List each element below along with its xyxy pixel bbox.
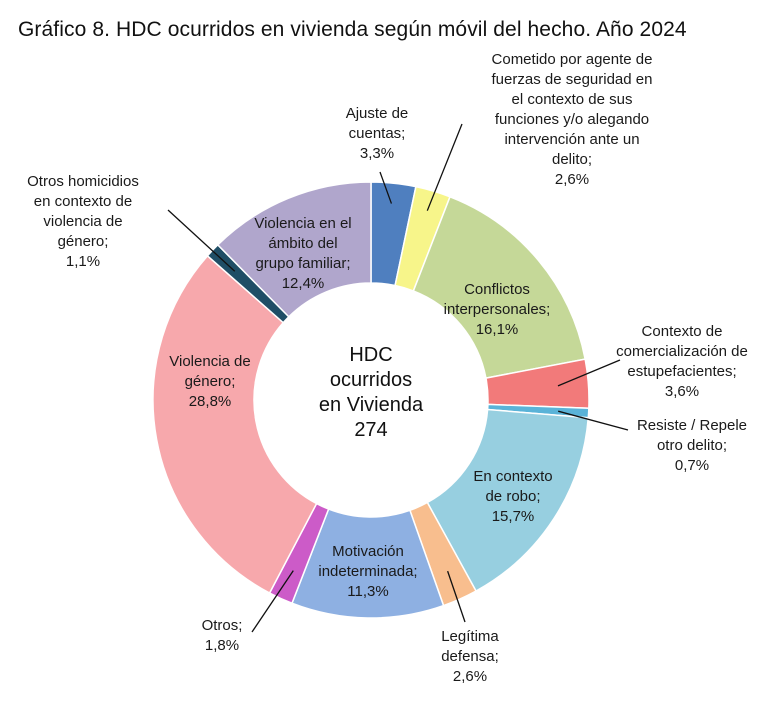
label-resiste: Resiste / Repele otro delito; 0,7% — [622, 416, 762, 476]
label-line: Resiste / Repele — [636, 417, 748, 434]
label-line: defensa; — [441, 648, 499, 665]
label-line: Cometido por agente de — [491, 51, 653, 68]
slice-familiar — [216, 181, 372, 318]
label-line: género; — [57, 233, 109, 250]
label-value: 1,1% — [65, 253, 101, 270]
label-line: Legítima — [441, 628, 499, 645]
chart-title: Gráfico 8. HDC ocurridos en vivienda seg… — [18, 18, 687, 41]
label-motivacion: Motivación indeterminada; 11,3% — [298, 542, 438, 602]
label-conflictos: Conflictos interpersonales; 16,1% — [427, 280, 567, 340]
label-line: cuentas; — [348, 125, 406, 142]
label-line: grupo familiar; — [255, 255, 351, 272]
center-line: HDC — [349, 344, 393, 366]
label-agente: Cometido por agente de fuerzas de segurid… — [467, 50, 677, 190]
label-value: 16,1% — [475, 321, 519, 338]
label-estupefacientes: Contexto de comercialización de estupefaci… — [597, 322, 767, 402]
label-value: 1,8% — [204, 637, 240, 654]
label-line: género; — [184, 373, 236, 390]
label-value: 2,6% — [452, 668, 488, 685]
label-line: de robo; — [485, 488, 541, 505]
center-line: ocurridos — [329, 369, 413, 391]
label-line: delito; — [551, 151, 593, 168]
leader-resiste — [557, 410, 629, 431]
label-value: 2,6% — [554, 171, 590, 188]
label-line: interpersonales; — [443, 301, 551, 318]
label-otros: Otros; 1,8% — [192, 616, 252, 656]
leader-legitima — [447, 570, 466, 623]
label-line: el contexto de sus — [511, 91, 633, 108]
label-value: 0,7% — [674, 457, 710, 474]
leader-otros — [251, 570, 294, 633]
label-value: 3,6% — [664, 383, 700, 400]
label-value: 3,3% — [359, 145, 395, 162]
label-line: en contexto de — [33, 193, 133, 210]
label-value: 15,7% — [491, 508, 535, 525]
label-robo: En contexto de robo; 15,7% — [458, 467, 568, 527]
label-value: 11,3% — [347, 583, 389, 600]
label-value: 28,8% — [188, 393, 232, 410]
label-line: otro delito; — [656, 437, 728, 454]
label-legitima: Legítima defensa; 2,6% — [425, 627, 515, 687]
label-line: Conflictos — [464, 281, 530, 298]
label-line: Otros homicidios — [27, 173, 139, 190]
center-label: HDC ocurridos en Vivienda 274 — [271, 343, 471, 443]
leader-otros_hom — [167, 209, 236, 272]
leader-estupefacientes — [557, 359, 621, 387]
leader-agente — [426, 123, 463, 211]
center-line: en Vivienda — [318, 394, 424, 416]
center-total: 274 — [354, 419, 388, 441]
label-line: funciones y/o alegando — [494, 111, 650, 128]
label-line: indeterminada; — [318, 563, 418, 580]
label-line: ámbito del — [268, 235, 338, 252]
slice-robo — [426, 408, 590, 593]
label-line: Ajuste de — [345, 105, 409, 122]
leader-ajuste — [379, 171, 393, 204]
label-line: fuerzas de seguridad en — [491, 71, 653, 88]
label-line: intervención ante un — [504, 131, 640, 148]
label-value: 12,4% — [281, 275, 325, 292]
label-line: Otros; — [201, 617, 243, 634]
label-line: Violencia de — [169, 353, 251, 370]
label-line: comercialización de — [616, 343, 748, 360]
label-line: Violencia en el — [254, 215, 352, 232]
label-ajuste: Ajuste de cuentas; 3,3% — [332, 104, 422, 164]
label-line: En contexto — [473, 468, 553, 485]
slice-genero — [152, 254, 318, 594]
label-line: estupefacientes; — [627, 363, 737, 380]
label-genero: Violencia de género; 28,8% — [155, 352, 265, 412]
label-line: Motivación — [332, 543, 404, 560]
label-familiar: Violencia en el ámbito del grupo familiar;… — [243, 214, 363, 294]
label-otros_hom: Otros homicidios en contexto de violencia … — [8, 172, 158, 272]
label-line: Contexto de — [641, 323, 723, 340]
label-line: violencia de — [43, 213, 123, 230]
